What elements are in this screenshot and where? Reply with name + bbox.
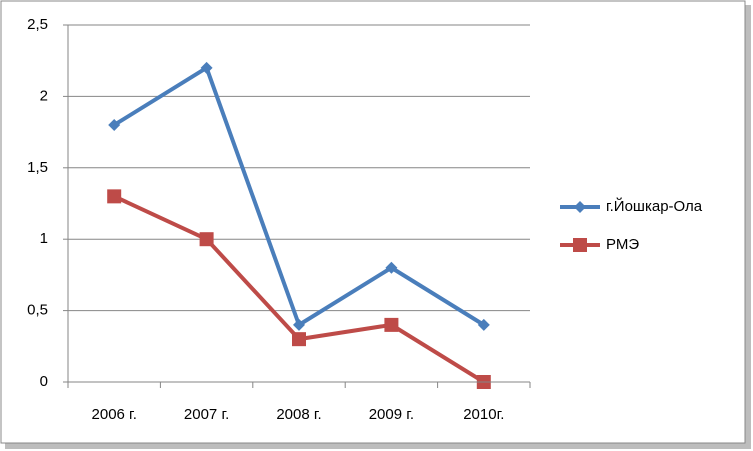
data-point (293, 318, 305, 331)
x-tick-label: 2010г. (463, 406, 504, 423)
x-tick-label: 2009 г. (369, 406, 414, 423)
y-tick-label: 1,5 (27, 159, 48, 176)
x-tick-label: 2008 г. (276, 406, 321, 423)
x-tick-label: 2007 г. (184, 406, 229, 423)
x-tick-label: 2006 г. (92, 406, 137, 423)
data-point (108, 118, 121, 131)
data-point (385, 261, 398, 274)
legend-label: г.Йошкар-Ола (606, 197, 703, 215)
data-point (292, 332, 306, 347)
legend-label: РМЭ (606, 236, 639, 253)
y-tick-label: 2 (40, 87, 48, 104)
data-point (200, 61, 213, 74)
data-point (199, 232, 214, 247)
y-tick-label: 0 (40, 373, 48, 390)
legend-marker (574, 201, 586, 213)
data-point (384, 317, 399, 332)
data-point (107, 189, 122, 204)
frame (0, 0, 746, 444)
y-tick-label: 2,5 (27, 16, 48, 33)
data-point (477, 318, 490, 331)
y-tick-label: 0,5 (27, 302, 48, 319)
y-tick-label: 1 (40, 230, 48, 247)
legend-marker (573, 238, 587, 252)
